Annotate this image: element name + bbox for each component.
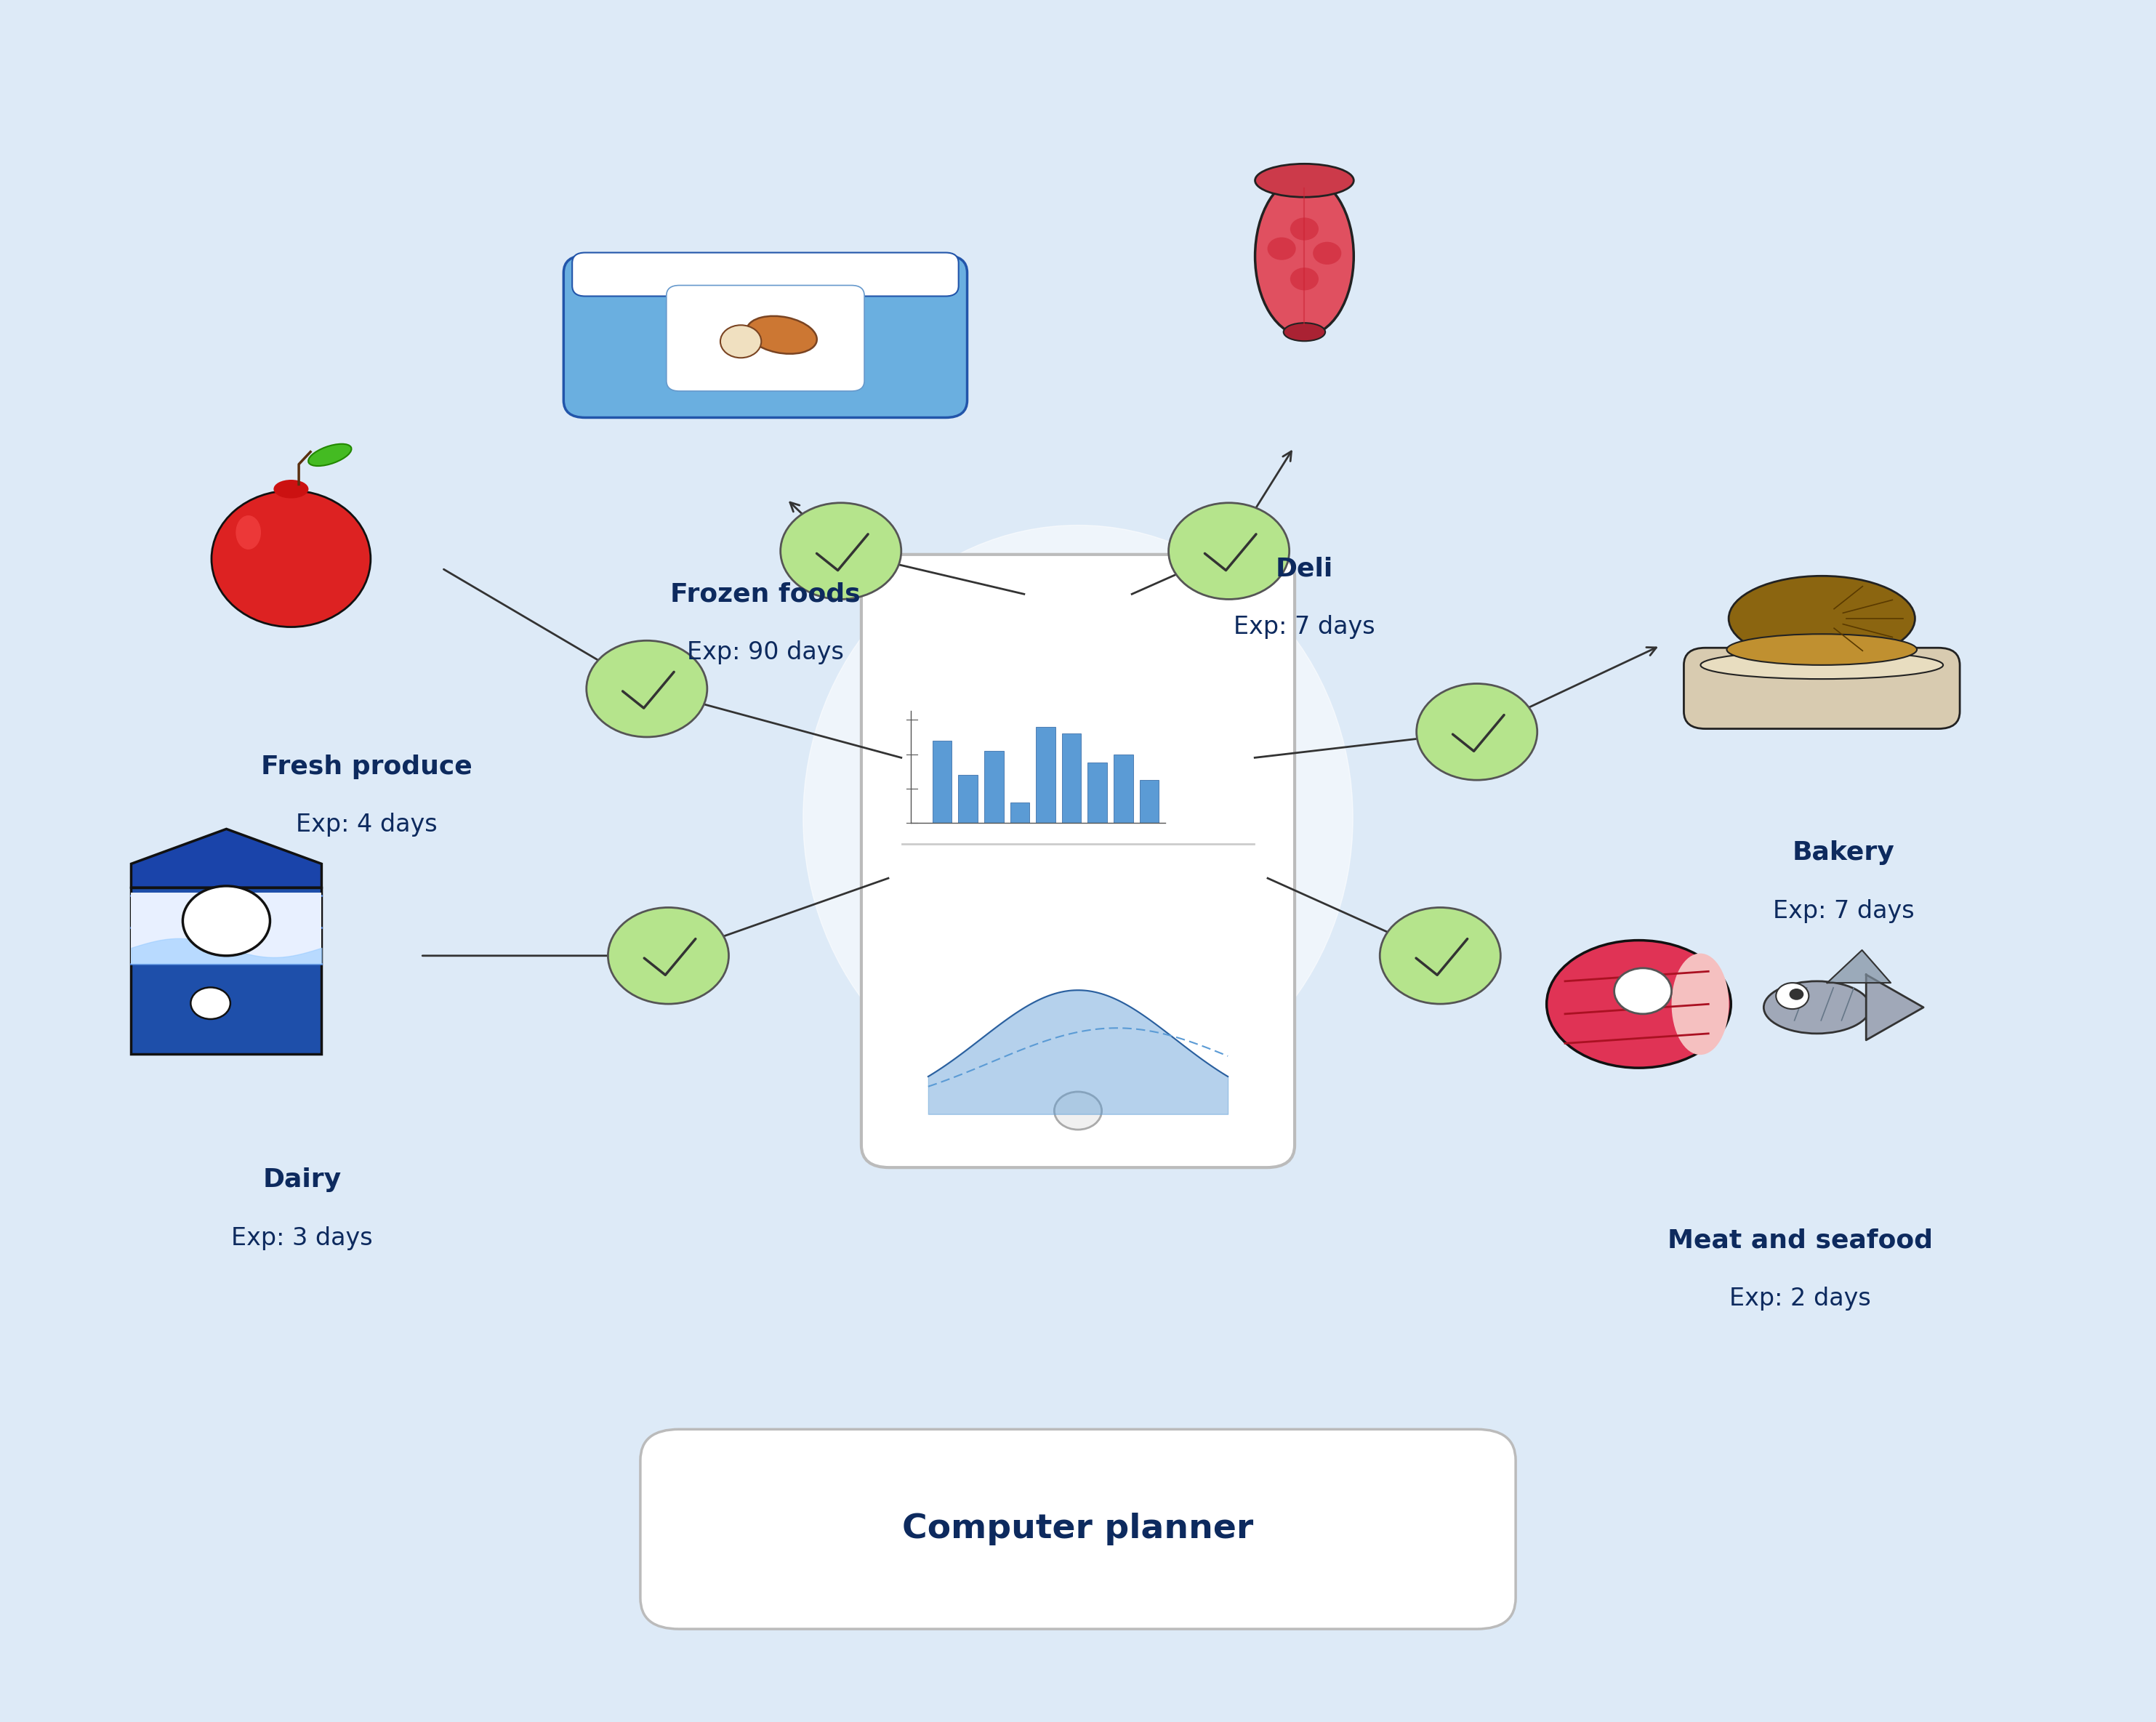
Ellipse shape bbox=[1255, 177, 1354, 336]
Text: Exp: 2 days: Exp: 2 days bbox=[1729, 1286, 1871, 1310]
Bar bbox=[1061, 734, 1080, 823]
Polygon shape bbox=[132, 828, 321, 887]
Circle shape bbox=[1289, 267, 1319, 291]
Ellipse shape bbox=[1283, 324, 1326, 341]
Text: Meat and seafood: Meat and seafood bbox=[1667, 1228, 1934, 1252]
Text: Frozen foods: Frozen foods bbox=[671, 582, 860, 606]
Text: Exp: 90 days: Exp: 90 days bbox=[688, 641, 843, 665]
Bar bbox=[1009, 802, 1031, 823]
Bar bbox=[957, 775, 977, 823]
Text: Exp: 3 days: Exp: 3 days bbox=[231, 1226, 373, 1250]
Ellipse shape bbox=[1727, 634, 1917, 665]
Text: Exp: 7 days: Exp: 7 days bbox=[1233, 615, 1376, 639]
Circle shape bbox=[780, 503, 901, 599]
Ellipse shape bbox=[274, 480, 308, 498]
Circle shape bbox=[1789, 988, 1805, 1000]
Ellipse shape bbox=[1255, 164, 1354, 196]
Circle shape bbox=[1313, 241, 1341, 265]
Circle shape bbox=[1054, 1092, 1102, 1130]
Circle shape bbox=[1268, 238, 1296, 260]
Bar bbox=[1112, 754, 1134, 823]
Ellipse shape bbox=[1764, 982, 1869, 1033]
Ellipse shape bbox=[746, 317, 817, 353]
Text: Computer planner: Computer planner bbox=[903, 1514, 1253, 1545]
Circle shape bbox=[1169, 503, 1289, 599]
Polygon shape bbox=[1867, 975, 1923, 1040]
Text: Deli: Deli bbox=[1276, 556, 1332, 580]
Ellipse shape bbox=[1701, 651, 1943, 678]
Ellipse shape bbox=[235, 515, 261, 549]
Bar bbox=[931, 740, 953, 823]
Circle shape bbox=[608, 907, 729, 1004]
Ellipse shape bbox=[308, 444, 351, 467]
FancyBboxPatch shape bbox=[1684, 647, 1960, 728]
Bar bbox=[132, 887, 321, 1054]
Circle shape bbox=[586, 641, 707, 737]
Circle shape bbox=[183, 887, 270, 956]
Circle shape bbox=[1416, 684, 1537, 780]
Text: Bakery: Bakery bbox=[1792, 840, 1895, 864]
Circle shape bbox=[190, 987, 231, 1019]
Ellipse shape bbox=[1671, 954, 1729, 1056]
Text: Exp: 7 days: Exp: 7 days bbox=[1772, 899, 1915, 923]
Circle shape bbox=[1615, 968, 1671, 1014]
Text: Exp: 4 days: Exp: 4 days bbox=[295, 813, 438, 837]
Bar bbox=[1035, 727, 1056, 823]
Circle shape bbox=[1380, 907, 1501, 1004]
Ellipse shape bbox=[1546, 940, 1731, 1068]
Bar bbox=[983, 751, 1003, 823]
FancyBboxPatch shape bbox=[666, 286, 865, 391]
Circle shape bbox=[720, 325, 761, 358]
Text: Dairy: Dairy bbox=[263, 1168, 341, 1192]
FancyBboxPatch shape bbox=[640, 1429, 1516, 1629]
Ellipse shape bbox=[211, 491, 371, 627]
FancyBboxPatch shape bbox=[571, 253, 959, 296]
Bar bbox=[1138, 780, 1160, 823]
Bar bbox=[1087, 763, 1106, 823]
Bar bbox=[132, 892, 321, 964]
Circle shape bbox=[1289, 217, 1319, 241]
Text: Fresh produce: Fresh produce bbox=[261, 754, 472, 778]
Ellipse shape bbox=[1729, 575, 1915, 661]
Ellipse shape bbox=[802, 525, 1354, 1111]
Polygon shape bbox=[1826, 951, 1891, 983]
FancyBboxPatch shape bbox=[860, 554, 1294, 1168]
FancyBboxPatch shape bbox=[563, 255, 968, 418]
Circle shape bbox=[1777, 983, 1809, 1009]
